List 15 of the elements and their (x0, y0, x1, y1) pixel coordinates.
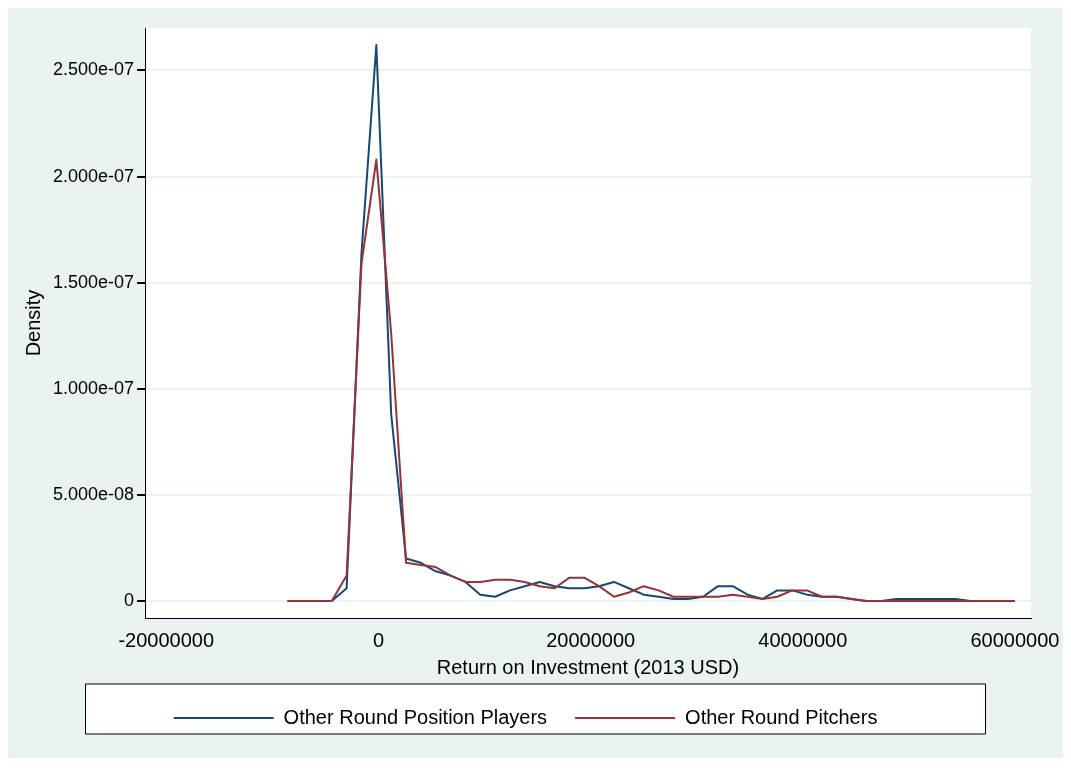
legend-label: Other Round Pitchers (685, 705, 878, 728)
legend-label: Other Round Position Players (283, 705, 548, 728)
y-tick-label: 5.000e-08 (52, 483, 135, 504)
y-tick-label: 1.500e-07 (52, 271, 135, 292)
y-tick-label: 0 (124, 589, 135, 610)
x-tick-label: 40000000 (758, 628, 848, 651)
x-tick-label: 60000000 (970, 628, 1060, 651)
y-tick-label: 2.500e-07 (52, 59, 135, 80)
y-tick-label: 1.000e-07 (52, 377, 135, 398)
x-tick-label: -20000000 (118, 628, 215, 651)
x-axis-title: Return on Investment (2013 USD) (436, 655, 740, 678)
y-axis-title: Density (21, 289, 44, 357)
y-tick-label: 2.000e-07 (52, 165, 135, 186)
x-tick-label: 20000000 (546, 628, 636, 651)
x-tick-label: 0 (372, 628, 385, 651)
